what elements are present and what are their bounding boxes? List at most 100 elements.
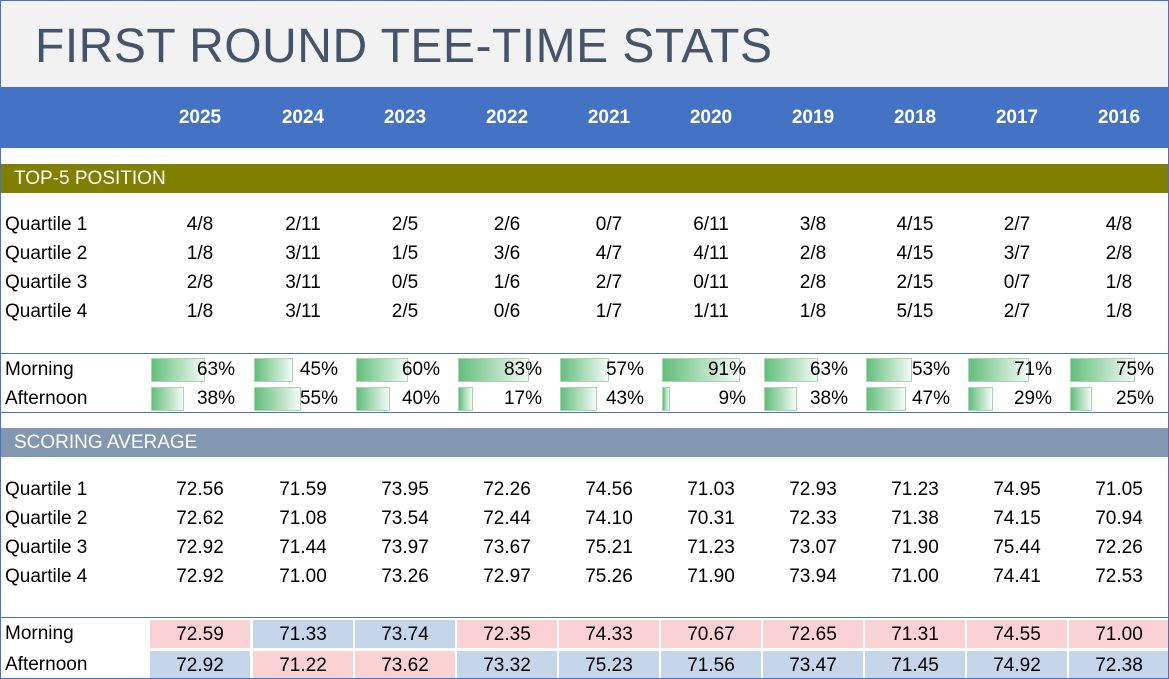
heat-cell: 72.38 (1069, 651, 1168, 678)
year-header: 2021 (587, 107, 631, 128)
table-cell: 72.93 (789, 479, 837, 500)
year-header-band (1, 87, 1168, 148)
percent-bar-cell: 25% (1070, 387, 1156, 411)
table-cell: 73.95 (381, 479, 429, 500)
section-scoring-average: SCORING AVERAGE (1, 428, 1168, 457)
heat-cell: 71.56 (661, 651, 761, 678)
table-cell: 1/8 (799, 301, 827, 322)
table-cell: 73.97 (381, 537, 429, 558)
heat-cell: 75.23 (559, 651, 659, 678)
table-cell: 1/11 (693, 301, 729, 322)
heat-cell: 73.47 (763, 651, 863, 678)
table-cell: 71.90 (891, 537, 939, 558)
divider-rule (1, 617, 1168, 618)
percent-bar-cell: 38% (151, 387, 237, 411)
percent-bar-fill (560, 358, 609, 382)
heat-cell: 72.92 (150, 651, 250, 678)
heat-cell: 73.62 (355, 651, 455, 678)
table-cell: 72.92 (176, 537, 224, 558)
percent-bar-cell: 43% (560, 387, 646, 411)
table-cell: 1/7 (595, 301, 623, 322)
year-header: 2020 (689, 107, 733, 128)
percent-value: 57% (605, 359, 644, 380)
percent-value: 60% (401, 359, 440, 380)
table-cell: 1/8 (1105, 301, 1133, 322)
table-cell: 3/8 (799, 214, 827, 235)
table-cell: 2/5 (391, 301, 419, 322)
percent-bar-cell: 63% (764, 358, 850, 382)
table-cell: 75.21 (585, 537, 633, 558)
year-header: 2024 (281, 107, 325, 128)
percent-bar-cell: 29% (968, 387, 1054, 411)
table-cell: 1/5 (391, 243, 419, 264)
percent-value: 43% (605, 388, 644, 409)
table-cell: 75.44 (993, 537, 1041, 558)
percent-bar-cell: 9% (662, 387, 748, 411)
table-cell: 4/11 (693, 243, 729, 264)
row-label: Afternoon (5, 654, 88, 675)
heat-cell: 74.33 (559, 620, 659, 648)
percent-value: 25% (1115, 388, 1154, 409)
table-cell: 71.00 (891, 566, 939, 587)
percent-bar-fill (866, 358, 912, 382)
percent-value: 63% (196, 359, 235, 380)
percent-bar-fill (356, 358, 408, 382)
table-cell: 72.92 (176, 566, 224, 587)
percent-bar-cell: 75% (1070, 358, 1156, 382)
percent-bar-fill (662, 358, 740, 382)
table-cell: 2/8 (186, 272, 214, 293)
percent-value: 47% (911, 388, 950, 409)
table-cell: 2/7 (595, 272, 623, 293)
percent-bar-cell: 71% (968, 358, 1054, 382)
table-cell: 2/7 (1003, 301, 1031, 322)
heat-cell: 72.65 (763, 620, 863, 648)
percent-bar-fill (662, 387, 670, 411)
year-header: 2023 (383, 107, 427, 128)
divider-rule (1, 353, 1168, 354)
table-cell: 5/15 (896, 301, 934, 322)
table-cell: 1/8 (1105, 272, 1133, 293)
percent-bar-fill (254, 358, 293, 382)
year-header: 2016 (1097, 107, 1141, 128)
percent-value: 53% (911, 359, 950, 380)
row-label: Quartile 2 (5, 243, 88, 264)
percent-bar-fill (458, 387, 473, 411)
table-cell: 4/8 (1105, 214, 1133, 235)
percent-bar-cell: 47% (866, 387, 952, 411)
year-header: 2019 (791, 107, 835, 128)
percent-bar-fill (356, 387, 390, 411)
percent-bar-cell: 83% (458, 358, 544, 382)
table-cell: 0/6 (493, 301, 521, 322)
percent-value: 91% (707, 359, 746, 380)
percent-bar-cell: 38% (764, 387, 850, 411)
table-cell: 2/15 (896, 272, 934, 293)
table-cell: 72.97 (483, 566, 531, 587)
table-cell: 4/15 (896, 214, 934, 235)
heat-cell: 71.33 (253, 620, 353, 648)
percent-bar-fill (151, 358, 205, 382)
sheet-title: FIRST ROUND TEE-TIME STATS (35, 20, 773, 73)
table-cell: 0/11 (693, 272, 729, 293)
table-cell: 1/8 (186, 243, 214, 264)
table-cell: 4/7 (595, 243, 623, 264)
percent-bar-fill (254, 387, 301, 411)
table-cell: 2/11 (285, 214, 321, 235)
heat-cell: 71.22 (253, 651, 353, 678)
percent-bar-fill (560, 387, 597, 411)
percent-bar-fill (764, 358, 818, 382)
table-cell: 71.23 (891, 479, 939, 500)
table-cell: 2/5 (391, 214, 419, 235)
table-cell: 3/11 (285, 301, 321, 322)
table-cell: 1/6 (493, 272, 521, 293)
table-cell: 71.05 (1095, 479, 1143, 500)
table-cell: 4/15 (896, 243, 934, 264)
heat-cell: 71.00 (1069, 620, 1168, 648)
percent-bar-fill (968, 358, 1029, 382)
row-label: Quartile 2 (5, 508, 88, 529)
table-cell: 71.38 (891, 508, 939, 529)
percent-value: 40% (401, 388, 440, 409)
table-cell: 74.95 (993, 479, 1041, 500)
table-cell: 0/5 (391, 272, 419, 293)
percent-bar-cell: 91% (662, 358, 748, 382)
table-cell: 73.94 (789, 566, 837, 587)
